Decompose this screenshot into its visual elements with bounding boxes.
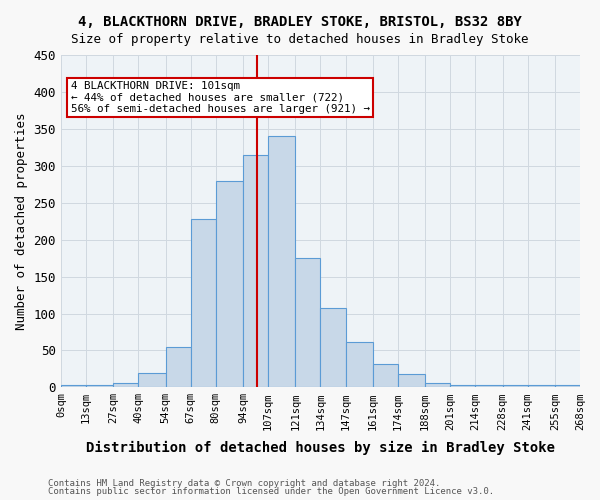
Bar <box>475 385 503 388</box>
Bar <box>166 348 191 388</box>
Text: Contains public sector information licensed under the Open Government Licence v3: Contains public sector information licen… <box>48 487 494 496</box>
Bar <box>346 342 373 388</box>
Bar <box>450 385 475 388</box>
Bar <box>243 154 268 388</box>
Y-axis label: Number of detached properties: Number of detached properties <box>15 112 28 330</box>
Bar <box>86 385 113 388</box>
Bar <box>373 364 398 388</box>
Bar <box>268 136 295 388</box>
Bar <box>113 383 139 388</box>
Bar <box>191 219 216 388</box>
Bar <box>61 385 86 388</box>
Bar <box>503 385 528 388</box>
X-axis label: Distribution of detached houses by size in Bradley Stoke: Distribution of detached houses by size … <box>86 441 555 455</box>
Bar <box>555 385 580 388</box>
Bar <box>425 383 450 388</box>
Text: 4, BLACKTHORN DRIVE, BRADLEY STOKE, BRISTOL, BS32 8BY: 4, BLACKTHORN DRIVE, BRADLEY STOKE, BRIS… <box>78 15 522 29</box>
Bar <box>528 385 555 388</box>
Text: Contains HM Land Registry data © Crown copyright and database right 2024.: Contains HM Land Registry data © Crown c… <box>48 478 440 488</box>
Bar <box>320 308 346 388</box>
Text: Size of property relative to detached houses in Bradley Stoke: Size of property relative to detached ho… <box>71 32 529 46</box>
Bar <box>216 180 243 388</box>
Text: 4 BLACKTHORN DRIVE: 101sqm
← 44% of detached houses are smaller (722)
56% of sem: 4 BLACKTHORN DRIVE: 101sqm ← 44% of deta… <box>71 81 370 114</box>
Bar <box>398 374 425 388</box>
Bar <box>139 372 166 388</box>
Bar <box>295 258 320 388</box>
